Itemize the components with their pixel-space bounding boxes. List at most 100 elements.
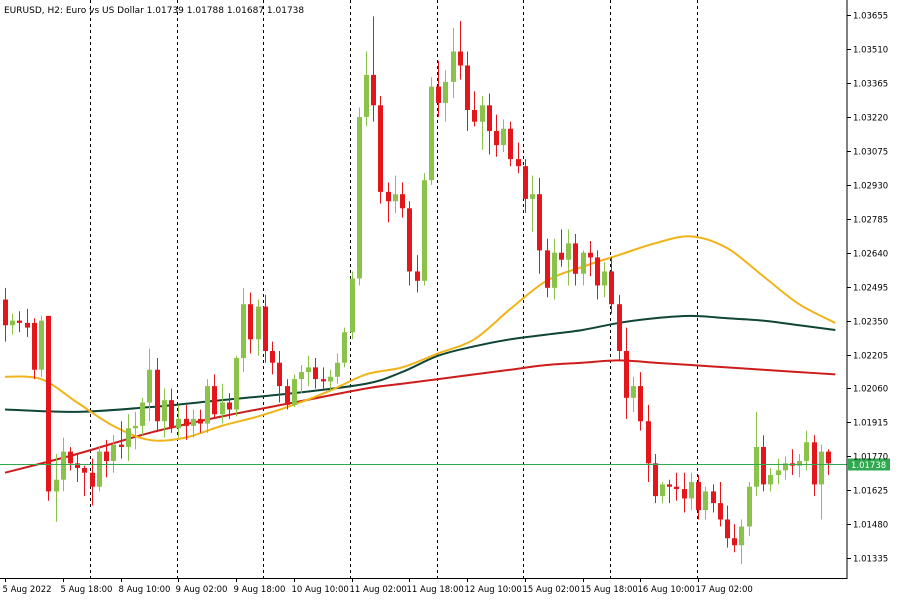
candle-body <box>501 128 506 146</box>
candle-54 <box>393 175 398 213</box>
candle-body <box>306 367 311 373</box>
candle-body <box>17 320 22 323</box>
candle-body <box>82 468 87 473</box>
candle-33 <box>241 287 246 373</box>
candle-body <box>371 74 376 106</box>
candle-body <box>3 299 8 326</box>
candle-35 <box>256 299 261 356</box>
time-tick-label: 5 Aug 2022 <box>3 585 52 595</box>
candle-72 <box>523 159 528 213</box>
candle-body <box>54 479 59 492</box>
candle-61 <box>443 70 448 122</box>
candle-38 <box>277 351 282 403</box>
price-axis: 1.03655 1.03510 1.03365 1.03220 1.03075 1.029… <box>847 12 888 565</box>
candle-body <box>826 451 831 464</box>
candle-body <box>386 191 391 202</box>
candle-body <box>415 271 420 281</box>
candle-21 <box>155 358 160 431</box>
current-price-label-bg <box>848 458 890 471</box>
candle-body <box>516 159 521 167</box>
candle-24 <box>176 404 181 438</box>
candle-body <box>342 332 347 363</box>
candle-body <box>68 451 73 464</box>
candle-body <box>768 475 773 485</box>
price-tick-label: 1.01915 <box>853 419 888 429</box>
candle-body <box>364 74 369 118</box>
candle-body <box>754 446 759 487</box>
candle-101 <box>732 524 737 553</box>
candle-75 <box>545 238 550 298</box>
candle-40 <box>292 374 297 408</box>
candle-3 <box>25 308 30 337</box>
candle-body <box>39 320 44 370</box>
candle-82 <box>595 250 600 300</box>
candle-92 <box>667 479 672 504</box>
candle-39 <box>285 379 290 410</box>
price-tick-label: 1.01335 <box>853 555 888 565</box>
candle-body <box>205 386 210 424</box>
candle-91 <box>660 482 665 504</box>
candle-body <box>812 442 817 485</box>
candle-0 <box>3 287 8 342</box>
candle-body <box>147 369 152 403</box>
candle-body <box>191 418 196 426</box>
candle-body <box>646 421 651 464</box>
price-tick-label: 1.02930 <box>853 182 888 192</box>
candle-15 <box>111 435 116 473</box>
candle-50 <box>364 51 369 127</box>
candle-body <box>328 376 333 382</box>
candle-body <box>480 105 485 122</box>
time-tick-label: 8 Aug 10:00 <box>119 585 171 595</box>
candle-body <box>660 484 665 497</box>
candle-body <box>227 402 232 410</box>
price-tick-label: 1.02205 <box>853 352 888 362</box>
candle-body <box>241 304 246 359</box>
candle-body <box>609 271 614 305</box>
candle-20 <box>147 348 152 422</box>
candle-body <box>25 322 30 328</box>
time-tick-label: 15 Aug 02:00 <box>523 585 580 595</box>
candle-body <box>819 451 824 485</box>
candle-body <box>725 519 730 539</box>
candle-body <box>270 351 275 363</box>
ma-slow-line <box>4 359 836 474</box>
price-tick-label: 1.03365 <box>853 80 888 90</box>
candle-93 <box>674 472 679 501</box>
candle-body <box>234 358 239 410</box>
current-price-label: 1.01738 <box>851 461 886 471</box>
candle-body <box>573 243 578 274</box>
candle-107 <box>776 458 781 485</box>
candle-body <box>119 444 124 447</box>
candle-body <box>624 351 629 398</box>
candle-28 <box>205 379 210 433</box>
candle-98 <box>711 484 716 513</box>
candle-67 <box>487 93 492 155</box>
candle-body <box>97 451 102 487</box>
candle-body <box>761 446 766 485</box>
candle-body <box>631 386 636 398</box>
candle-108 <box>783 456 788 480</box>
candle-88 <box>638 372 643 431</box>
candle-43 <box>313 358 318 389</box>
candle-53 <box>386 182 391 223</box>
candle-113 <box>819 444 824 520</box>
candle-97 <box>703 486 708 520</box>
candle-body <box>689 482 694 499</box>
time-tick-label: 15 Aug 18:00 <box>581 585 638 595</box>
time-tick-label: 9 Aug 02:00 <box>176 585 228 595</box>
candle-59 <box>429 77 434 185</box>
candle-body <box>703 491 708 511</box>
candle-32 <box>234 355 239 417</box>
candle-11 <box>82 465 87 497</box>
candle-body <box>638 386 643 422</box>
chart-title: EURUSD, H2: Euro vs US Dollar 1.01739 1.… <box>4 6 304 16</box>
candle-29 <box>212 374 217 419</box>
candle-45 <box>328 369 333 391</box>
candle-body <box>407 208 412 272</box>
time-tick-label: 17 Aug 02:00 <box>696 585 753 595</box>
candle-body <box>133 425 138 429</box>
candle-77 <box>559 229 564 267</box>
candle-body <box>443 81 448 103</box>
price-tick-label: 1.02495 <box>853 284 888 294</box>
